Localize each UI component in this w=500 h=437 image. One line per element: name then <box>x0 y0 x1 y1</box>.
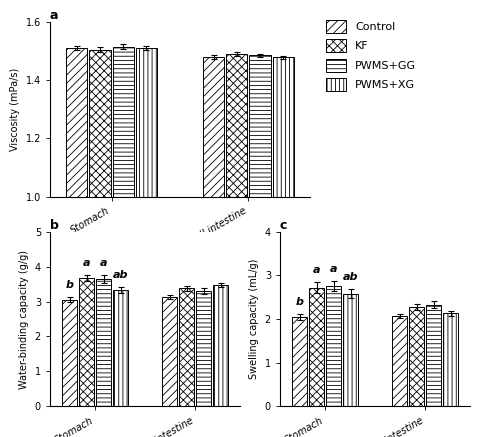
Bar <box>196 291 212 406</box>
Bar <box>203 57 224 437</box>
Y-axis label: Water-binding capacity (g/g): Water-binding capacity (g/g) <box>19 250 29 388</box>
Bar <box>442 313 458 406</box>
Text: b: b <box>66 281 74 290</box>
Text: a: a <box>100 258 107 267</box>
Y-axis label: Viscosity (mPa/s): Viscosity (mPa/s) <box>10 68 20 151</box>
Text: a: a <box>330 264 337 274</box>
Text: ab: ab <box>113 270 128 280</box>
Bar <box>162 297 178 406</box>
Bar <box>426 305 442 406</box>
Text: a: a <box>83 258 90 268</box>
Y-axis label: Swelling capacity (mL/g): Swelling capacity (mL/g) <box>249 259 259 379</box>
Bar <box>250 55 271 437</box>
Bar <box>178 288 194 406</box>
Bar <box>308 288 324 406</box>
Text: c: c <box>280 218 287 232</box>
Bar <box>342 294 358 406</box>
Text: b: b <box>50 218 59 232</box>
Bar <box>112 47 134 437</box>
Bar <box>212 285 228 406</box>
Bar <box>226 54 248 437</box>
Text: ab: ab <box>343 272 358 282</box>
Bar <box>292 317 308 406</box>
Bar <box>96 279 112 406</box>
Text: a: a <box>313 265 320 275</box>
Bar <box>272 57 294 437</box>
Bar <box>136 48 157 437</box>
Bar <box>326 286 342 406</box>
Bar <box>89 49 110 437</box>
Bar <box>78 278 94 406</box>
Bar <box>408 307 424 406</box>
Text: b: b <box>296 297 304 307</box>
Bar <box>62 300 78 406</box>
Legend: Control, KF, PWMS+GG, PWMS+XG: Control, KF, PWMS+GG, PWMS+XG <box>323 17 420 94</box>
Bar <box>112 290 128 406</box>
Bar <box>66 48 88 437</box>
Bar <box>392 316 407 406</box>
Text: a: a <box>50 9 58 22</box>
